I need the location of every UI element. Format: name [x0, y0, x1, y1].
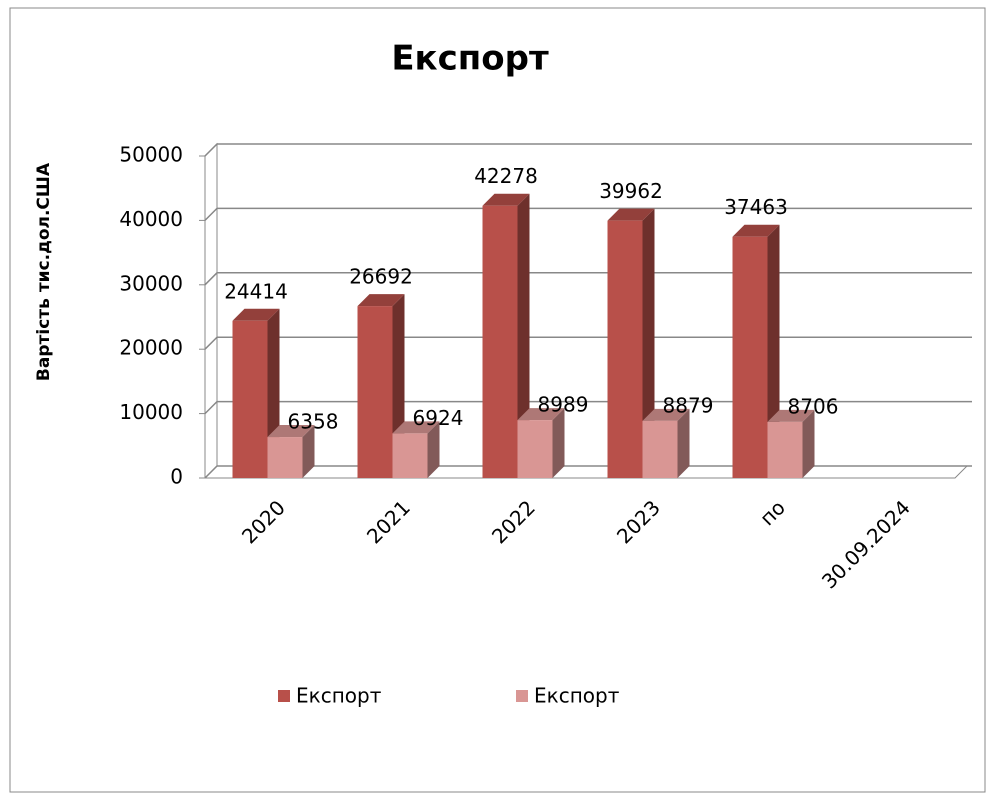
grid-line: [204, 143, 972, 157]
bar-side: [552, 408, 565, 478]
bar-top: [607, 208, 655, 221]
bar-side: [302, 425, 315, 478]
grid-line: [204, 400, 972, 415]
data-label: 37463: [724, 195, 788, 219]
data-label: 6924: [413, 406, 464, 430]
bar-top: [232, 308, 280, 321]
bar: [767, 421, 803, 478]
bar: [482, 205, 518, 478]
bar: [732, 236, 768, 478]
bar: [607, 220, 643, 478]
bar-side: [517, 193, 530, 478]
legend-swatch: [516, 690, 528, 702]
bar-top: [642, 408, 690, 421]
bar: [232, 320, 268, 478]
grid-line: [204, 272, 972, 286]
y-tick-label: 30000: [119, 271, 183, 295]
bar-top: [482, 193, 530, 206]
grid-line: [204, 207, 972, 221]
bar: [357, 306, 393, 478]
data-label: 8706: [788, 394, 839, 418]
legend-label: Експорт: [534, 684, 620, 708]
bar: [267, 437, 303, 478]
bar-top: [517, 408, 565, 421]
y-tick-label: 0: [170, 465, 183, 489]
bar-side: [427, 421, 440, 478]
bar: [517, 420, 553, 478]
legend-swatch: [278, 690, 290, 702]
data-label: 26692: [349, 265, 413, 289]
data-label: 8989: [538, 393, 589, 417]
bar-top: [357, 294, 405, 307]
bar-top: [732, 224, 780, 237]
floor: [203, 465, 969, 479]
data-label: 24414: [224, 279, 288, 303]
bar-top: [267, 425, 315, 438]
bar-side: [802, 409, 815, 478]
bar: [642, 420, 678, 478]
y-tick-label: 50000: [119, 143, 183, 167]
data-label: 8879: [663, 393, 714, 417]
data-label: 39962: [599, 179, 663, 203]
data-label: 6358: [288, 410, 339, 434]
chart-title: Експорт: [391, 39, 549, 79]
bar-side: [642, 208, 655, 478]
y-tick-label: 10000: [119, 400, 183, 424]
data-label: 42278: [474, 164, 538, 188]
legend-label: Експорт: [296, 684, 382, 708]
y-tick-label: 40000: [119, 207, 183, 231]
y-axis-label: Вартість тис.дол.США: [34, 162, 54, 381]
y-tick-label: 20000: [119, 336, 183, 360]
grid-line: [204, 465, 972, 479]
bar-side: [677, 408, 690, 478]
bar: [392, 433, 428, 478]
bar-top: [767, 409, 815, 422]
grid-line: [204, 336, 972, 350]
bar-top: [392, 421, 440, 434]
